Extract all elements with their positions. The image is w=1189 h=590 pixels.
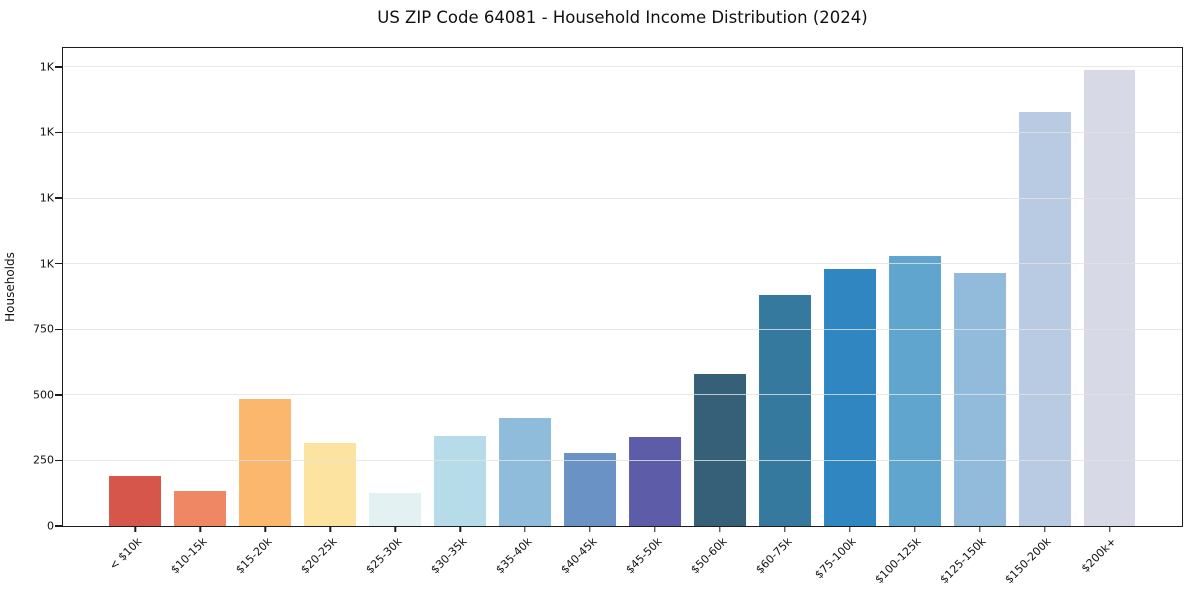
y-tick-label: 750 bbox=[33, 322, 54, 336]
bar-$30-35k bbox=[434, 435, 487, 526]
y-tick-mark bbox=[55, 394, 62, 396]
x-tick-mark bbox=[784, 526, 786, 532]
x-tick-mark bbox=[459, 526, 461, 532]
x-tick-mark bbox=[1108, 526, 1111, 532]
bar-slot: $45-50k bbox=[623, 48, 688, 576]
bar-$100-125k bbox=[888, 255, 941, 526]
x-tick-label: $40-45k bbox=[557, 535, 600, 577]
x-tick-label: $75-100k bbox=[812, 535, 859, 582]
bar-slot: $10-15k bbox=[168, 48, 233, 576]
bar-slot: $25-30k bbox=[363, 48, 428, 576]
x-tick-mark bbox=[329, 526, 331, 532]
bar-$125-150k bbox=[953, 272, 1006, 526]
bar-$10-15k bbox=[174, 490, 227, 526]
bars-row: < $10k $10-15k $15-20k $20-25k $25-30k $30-35… bbox=[103, 48, 1142, 586]
x-tick-label: $20-25k bbox=[298, 535, 340, 577]
x-tick-mark bbox=[199, 526, 202, 532]
bar-slot: $100-125k bbox=[873, 48, 947, 586]
bar-slot: $150-200k bbox=[1003, 48, 1077, 586]
y-tick-label: 1K bbox=[39, 191, 54, 205]
bar-slot: $200k+ bbox=[1077, 48, 1142, 575]
bar-slot: $50-60k bbox=[687, 48, 752, 576]
bar-slot: $35-40k bbox=[493, 48, 558, 576]
bar-$35-40k bbox=[499, 418, 552, 526]
bar-slot: $40-45k bbox=[558, 48, 623, 576]
y-tick-mark bbox=[55, 459, 62, 462]
x-tick-mark bbox=[589, 526, 591, 532]
y-axis-label: Households bbox=[3, 252, 17, 322]
x-tick-label: $10-15k bbox=[168, 535, 210, 577]
x-tick-mark bbox=[1043, 526, 1046, 532]
y-tick-mark bbox=[55, 131, 62, 134]
x-tick-mark bbox=[394, 526, 396, 532]
x-tick-label: $30-35k bbox=[428, 535, 470, 577]
x-tick-mark bbox=[654, 526, 656, 532]
bar-$50-60k bbox=[693, 373, 746, 526]
y-tick-mark bbox=[55, 197, 62, 199]
y-tick-mark bbox=[55, 262, 62, 265]
bar-slot: $15-20k bbox=[233, 48, 298, 576]
bar-< $10k bbox=[109, 476, 162, 526]
x-tick-label: < $10k bbox=[107, 535, 145, 573]
y-tick-mark bbox=[55, 328, 62, 330]
bar-$75-100k bbox=[823, 268, 876, 526]
x-tick-mark bbox=[978, 526, 981, 532]
x-tick-label: $150-200k bbox=[1002, 535, 1054, 587]
x-tick-label: $50-60k bbox=[687, 535, 730, 577]
bar-$45-50k bbox=[629, 436, 681, 526]
bar-$15-20k bbox=[239, 398, 292, 526]
x-tick-mark bbox=[914, 526, 916, 532]
x-tick-mark bbox=[134, 526, 137, 532]
bar-$150-200k bbox=[1018, 111, 1071, 526]
bar-slot: $60-75k bbox=[752, 48, 817, 576]
y-tick-label: 1K bbox=[39, 257, 54, 271]
bar-slot: $20-25k bbox=[298, 48, 363, 576]
x-tick-label: $100-125k bbox=[872, 535, 924, 587]
x-tick-label: $45-50k bbox=[622, 535, 665, 577]
bar-$200k+ bbox=[1083, 69, 1136, 526]
bar-$40-45k bbox=[564, 452, 616, 526]
y-tick-mark bbox=[55, 66, 62, 68]
bar-slot: $75-100k bbox=[813, 48, 882, 581]
y-tick-label: 1K bbox=[39, 60, 54, 74]
x-tick-mark bbox=[849, 526, 851, 532]
x-tick-label: $200k+ bbox=[1078, 535, 1119, 576]
x-tick-mark bbox=[719, 526, 721, 532]
bar-$20-25k bbox=[304, 443, 357, 526]
y-tick-mark bbox=[55, 525, 62, 527]
x-tick-label: $25-30k bbox=[363, 535, 405, 577]
x-tick-label: $15-20k bbox=[233, 535, 275, 577]
x-tick-mark bbox=[524, 526, 526, 532]
x-tick-label: $60-75k bbox=[752, 535, 795, 577]
y-tick-label: 500 bbox=[33, 388, 54, 402]
x-tick-label: $35-40k bbox=[493, 535, 535, 577]
y-tick-label: 250 bbox=[33, 453, 54, 467]
y-tick-label: 1K bbox=[39, 125, 54, 139]
bar-slot: $30-35k bbox=[428, 48, 493, 576]
bar-slot: < $10k bbox=[103, 48, 168, 573]
y-tick-label: 0 bbox=[47, 519, 54, 533]
bar-slot: $125-150k bbox=[938, 48, 1012, 586]
x-tick-label: $125-150k bbox=[937, 535, 989, 587]
plot-area: < $10k $10-15k $15-20k $20-25k $25-30k $30-35… bbox=[33, 47, 1183, 586]
chart-title: US ZIP Code 64081 - Household Income Dis… bbox=[377, 8, 868, 27]
bar-$60-75k bbox=[758, 295, 811, 526]
bar-$25-30k bbox=[369, 493, 422, 526]
x-tick-mark bbox=[264, 526, 267, 532]
